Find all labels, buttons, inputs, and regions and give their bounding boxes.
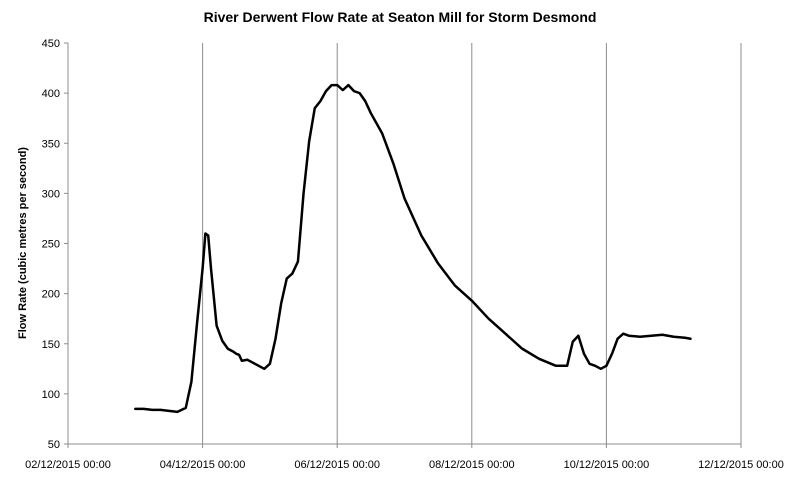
flow-rate-point xyxy=(611,352,613,355)
y-tick-label: 200 xyxy=(42,289,60,301)
y-axis-label: Flow Rate (cubic metres per second) xyxy=(17,147,29,339)
flow-rate-point xyxy=(221,339,224,342)
flow-rate-point xyxy=(196,322,198,325)
x-tick-label: 08/12/2015 00:00 xyxy=(429,459,515,471)
flow-rate-point xyxy=(134,408,137,410)
flow-rate-point xyxy=(291,272,294,275)
flow-rate-point xyxy=(142,408,145,410)
y-tick-label: 100 xyxy=(42,389,60,401)
flow-rate-point xyxy=(504,332,507,335)
flow-rate-point xyxy=(538,357,540,360)
flow-rate-point xyxy=(583,352,585,355)
flow-rate-point xyxy=(588,363,591,365)
flow-rate-point xyxy=(622,332,625,335)
flow-rate-point xyxy=(471,299,473,302)
y-tick-label: 250 xyxy=(42,239,60,251)
flow-rate-point xyxy=(437,262,439,265)
flow-rate-point xyxy=(257,365,260,367)
flow-rate-point xyxy=(176,411,179,413)
flow-rate-point xyxy=(347,84,350,86)
flow-rate-point xyxy=(661,333,664,336)
flow-rate-point xyxy=(168,410,170,412)
flow-rate-point xyxy=(672,335,675,338)
x-tick-label: 02/12/2015 00:00 xyxy=(25,459,111,471)
flow-rate-point xyxy=(246,358,249,361)
flow-rate-point xyxy=(454,284,456,287)
flow-rate-point xyxy=(628,334,630,337)
flow-rate-point xyxy=(381,132,383,135)
flow-rate-point xyxy=(325,90,327,92)
flow-rate-point xyxy=(353,90,355,92)
x-tick-label: 04/12/2015 00:00 xyxy=(160,459,246,471)
flow-rate-point xyxy=(689,337,692,340)
flow-rate-point xyxy=(308,140,310,143)
flow-rate-point xyxy=(330,84,333,86)
flow-rate-point xyxy=(302,192,305,195)
flow-rate-point xyxy=(210,267,212,270)
series xyxy=(134,83,692,414)
flow-rate-point xyxy=(577,334,580,337)
flow-rate-point xyxy=(263,368,266,370)
x-tick-label: 10/12/2015 00:00 xyxy=(564,459,650,471)
flow-rate-point xyxy=(342,89,344,91)
flow-rate-point xyxy=(605,365,608,367)
flow-rate-point xyxy=(319,100,322,102)
flow-rate-point xyxy=(521,347,524,350)
flow-rate-point xyxy=(403,197,406,200)
y-tick-label: 50 xyxy=(48,439,60,451)
flow-rate-point xyxy=(227,347,229,350)
flow-rate-point xyxy=(190,381,193,383)
flow-rate-point xyxy=(241,359,243,362)
flow-rate-point xyxy=(232,350,235,353)
flow-rate-point xyxy=(269,363,271,365)
flow-rate-point xyxy=(297,260,299,263)
x-tick-label: 06/12/2015 00:00 xyxy=(294,459,380,471)
x-tick-label: 12/12/2015 00:00 xyxy=(698,459,784,471)
y-tick-label: 150 xyxy=(42,339,60,351)
y-tick-label: 350 xyxy=(42,138,60,150)
flow-rate-point xyxy=(274,337,277,340)
flow-rate-point xyxy=(358,92,361,94)
axes xyxy=(64,42,742,448)
flow-rate-point xyxy=(285,277,288,280)
flow-rate-point xyxy=(555,365,557,367)
flow-rate-point xyxy=(235,352,238,355)
flow-rate-line xyxy=(134,83,692,414)
flow-rate-point xyxy=(599,368,602,370)
tick-labels: 02/12/2015 00:00 04/12/2015 00:00 06/12/20… xyxy=(25,38,784,471)
flow-rate-point xyxy=(487,317,490,320)
flow-rate-point xyxy=(215,324,218,327)
flow-rate-point xyxy=(207,234,210,237)
flow-rate-point xyxy=(594,365,596,367)
flow-rate-point xyxy=(364,100,367,102)
flow-rate-point xyxy=(571,340,574,343)
gridlines xyxy=(67,43,742,444)
flow-rate-point xyxy=(201,267,204,270)
y-tick-label: 300 xyxy=(42,188,60,200)
chart-title: River Derwent Flow Rate at Seaton Mill f… xyxy=(204,9,597,25)
flow-rate-point xyxy=(650,334,653,337)
flow-rate-point xyxy=(252,362,254,364)
flow-rate-point xyxy=(280,302,282,305)
flow-rate-point xyxy=(566,365,568,367)
flow-rate-point xyxy=(370,112,372,114)
flow-rate-point xyxy=(159,409,162,411)
y-tick-label: 400 xyxy=(42,88,60,100)
flow-rate-point xyxy=(392,162,395,165)
flow-rate-point xyxy=(684,336,686,339)
y-tick-label: 450 xyxy=(42,38,60,50)
flow-rate-point xyxy=(204,232,207,235)
flow-rate-point xyxy=(151,409,153,411)
flow-rate-point xyxy=(336,84,339,86)
flow-rate-point xyxy=(616,337,619,340)
flow-rate-point xyxy=(184,407,187,409)
flow-rate-point xyxy=(639,335,641,338)
flow-rate-point xyxy=(420,234,423,237)
flow-rate-point xyxy=(238,353,240,356)
flow-rate-point xyxy=(313,107,316,109)
